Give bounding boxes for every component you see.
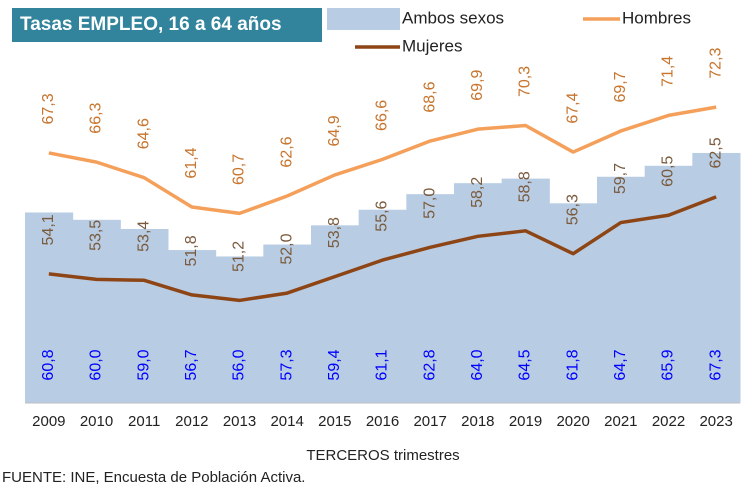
data-label: 62,5 [707, 137, 724, 168]
data-label: 57,3 [278, 349, 295, 380]
data-label: 61,4 [183, 147, 200, 178]
data-label: 67,3 [707, 349, 724, 380]
x-tick-label: 2009 [32, 413, 65, 430]
data-label: 66,6 [374, 100, 391, 131]
data-label: 58,2 [469, 177, 486, 208]
x-tick-label: 2016 [366, 413, 399, 430]
x-tick-label: 2018 [461, 413, 494, 430]
legend-label: Ambos sexos [402, 8, 504, 27]
x-tick-label: 2014 [270, 413, 303, 430]
data-label: 65,9 [660, 349, 677, 380]
area-step [263, 244, 312, 403]
legend-label: Mujeres [402, 36, 462, 55]
data-label: 59,4 [326, 349, 343, 380]
data-label: 60,8 [40, 349, 57, 380]
x-tick-label: 2021 [604, 413, 637, 430]
x-tick-label: 2010 [80, 413, 113, 430]
data-label: 70,3 [517, 66, 534, 97]
area-step [215, 256, 264, 403]
data-label: 55,6 [374, 200, 391, 231]
data-label: 57,0 [421, 188, 438, 219]
data-label: 64,5 [517, 349, 534, 380]
area-step [454, 183, 503, 403]
plot-area [25, 152, 741, 403]
data-label: 53,4 [135, 221, 152, 252]
area-step [311, 225, 360, 403]
data-label: 60,0 [88, 349, 105, 380]
area-step [120, 228, 169, 403]
area-step [597, 176, 646, 403]
x-tick-label: 2019 [509, 413, 542, 430]
line [48, 105, 717, 216]
x-tick-label: 2015 [318, 413, 351, 430]
title-box [12, 8, 322, 42]
area-step [72, 219, 121, 403]
data-label: 51,2 [231, 241, 248, 272]
data-label: 53,5 [88, 220, 105, 251]
x-axis-title: TERCEROS trimestres [306, 447, 459, 464]
area-step [168, 250, 217, 403]
legend-label: Hombres [622, 8, 691, 27]
data-label: 64,9 [326, 115, 343, 146]
data-label: 51,8 [183, 235, 200, 266]
data-label: 59,0 [135, 349, 152, 380]
area-step [358, 209, 407, 403]
area-step [644, 165, 693, 403]
data-label: 64,7 [612, 349, 629, 380]
area-step [406, 194, 455, 403]
data-label: 60,5 [660, 156, 677, 187]
data-label: 53,8 [326, 217, 343, 248]
area-step [692, 152, 741, 403]
data-label: 71,4 [660, 56, 677, 87]
data-label: 56,3 [564, 194, 581, 225]
data-label: 64,6 [135, 118, 152, 149]
data-label: 62,8 [421, 349, 438, 380]
x-tick-label: 2011 [128, 413, 160, 430]
data-label: 56,7 [183, 349, 200, 380]
x-tick-label: 2017 [413, 413, 446, 430]
data-label: 54,1 [40, 214, 57, 245]
data-label: 66,3 [88, 102, 105, 133]
data-label: 69,7 [612, 71, 629, 102]
area-step [549, 203, 598, 403]
x-tick-label: 2023 [699, 413, 732, 430]
chart-title: Tasas EMPLEO, 16 a 64 años [20, 14, 282, 35]
data-label: 59,7 [612, 163, 629, 194]
x-tick-label: 2013 [223, 413, 256, 430]
legend-swatch [327, 8, 400, 30]
data-label: 64,0 [469, 349, 486, 380]
data-label: 67,3 [40, 93, 57, 124]
x-tick-label: 2022 [652, 413, 685, 430]
data-label: 61,8 [564, 349, 581, 380]
x-tick-label: 2012 [175, 413, 208, 430]
data-label: 56,0 [231, 349, 248, 380]
data-label: 61,1 [374, 349, 391, 380]
line [48, 195, 717, 303]
data-label: 72,3 [707, 47, 724, 78]
data-label: 52,0 [278, 233, 295, 264]
area-step [501, 178, 550, 403]
data-label: 67,4 [564, 92, 581, 123]
data-label: 62,6 [278, 136, 295, 167]
area-step [25, 212, 74, 403]
data-label: 68,6 [421, 81, 438, 112]
data-label: 69,9 [469, 69, 486, 100]
x-tick-label: 2020 [556, 413, 589, 430]
data-label: 60,7 [231, 154, 248, 185]
source-note: FUENTE: INE, Encuesta de Población Activ… [2, 469, 305, 486]
data-label: 58,8 [517, 171, 534, 202]
